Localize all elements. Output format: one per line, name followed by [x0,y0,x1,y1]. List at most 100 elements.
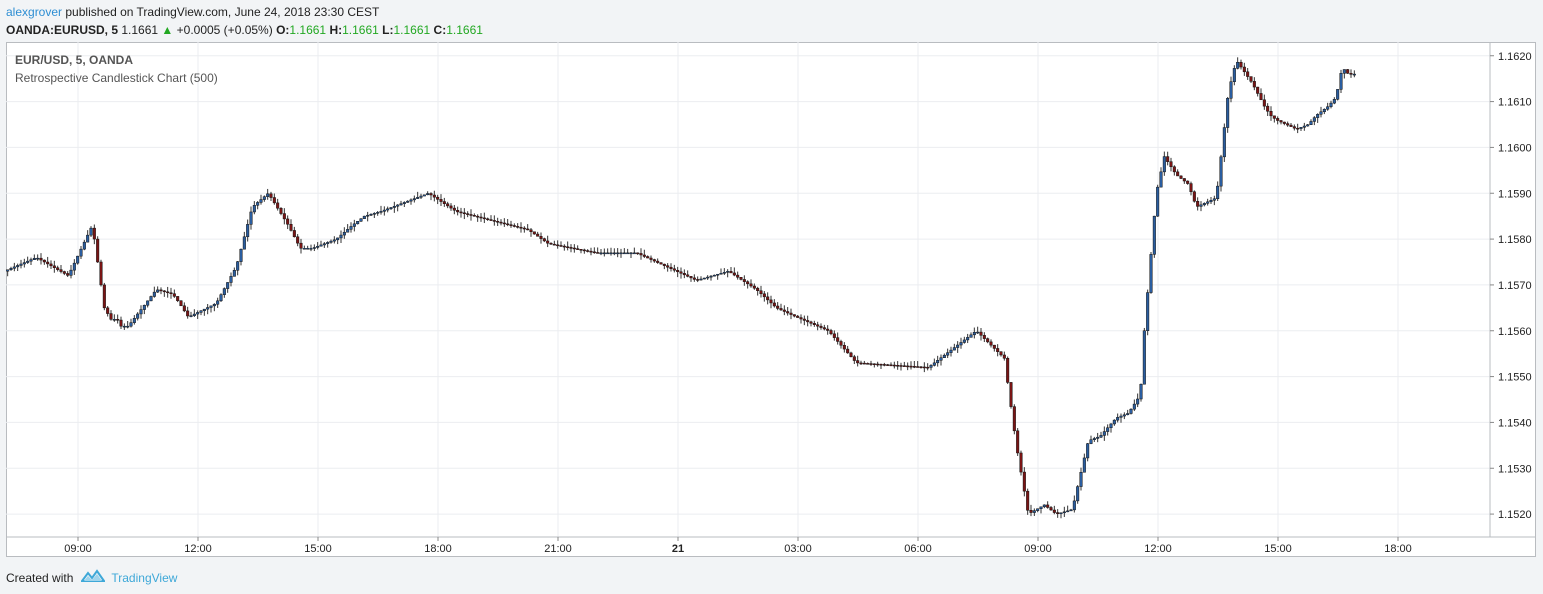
tradingview-logo-icon[interactable] [80,569,107,586]
candle-body-down [576,248,580,250]
candle-body-up [239,248,243,262]
candle-body-down [822,327,826,330]
candle-body-up [349,226,353,230]
candle-body-down [749,283,753,287]
candle-body-down [736,274,740,278]
y-tick-label: 1.1550 [1498,372,1532,384]
candle-body-down [819,325,823,328]
candle-body-up [329,240,333,243]
candle-body-down [1006,358,1010,383]
candle-body-down [1169,161,1173,168]
candle-body-up [216,300,220,305]
candle-body-up [1072,500,1076,511]
candle-body-down [506,223,510,226]
y-tick-label: 1.1620 [1498,51,1532,63]
candle-body-down [432,194,436,198]
candle-body-up [1079,472,1083,487]
candle-body-down [672,268,676,271]
candle-body-down [1286,123,1290,126]
created-with-text: Created with [6,570,74,585]
candle-body-down [909,365,913,368]
candle-body-down [732,272,736,276]
candle-body-up [962,339,966,343]
x-tick-label: 03:00 [784,543,812,555]
candle-body-up [9,268,13,270]
candle-body-down [1026,490,1030,511]
candle-body-down [772,302,776,307]
candle-body-down [826,328,830,331]
candle-body-up [312,247,316,249]
candle-body-down [46,261,50,265]
candle-body-down [579,249,583,251]
candle-body-up [256,202,260,206]
candle-body-down [1016,430,1020,454]
candle-body-down [789,312,793,315]
candle-body-up [209,305,213,308]
candle-body-down [1012,406,1016,432]
candle-body-down [182,305,186,312]
tradingview-brand[interactable]: TradingView [111,570,178,585]
candle-body-down [549,242,553,245]
y-tick-label: 1.1610 [1498,97,1532,109]
candle-body-down [522,227,526,230]
candle-body-up [156,289,160,293]
candle-body-up [32,258,36,260]
candle-body-down [1266,105,1270,112]
candle-body-up [1132,403,1136,410]
candle-body-down [489,219,493,221]
candle-body-down [456,210,460,213]
candle-body-down [922,366,926,369]
candle-body-down [769,299,773,304]
candle-body-down [1046,504,1050,508]
candle-body-up [602,252,606,255]
published-text: published on TradingView.com, June 24, 2… [65,5,380,19]
candlestick-chart[interactable]: 1.1520 1.1530 1.1540 1.1550 1.1560 1.1570 1.15… [6,42,1536,557]
candle-body-up [249,211,253,225]
candle-body-up [332,239,336,242]
candle-body-up [1039,506,1043,509]
candle-body-up [136,313,140,319]
candle-body-up [199,310,203,313]
candle-body-down [119,319,123,327]
change-up-icon: ▲ [161,23,174,37]
candle-body-down [846,348,850,354]
candle-body-down [292,230,296,238]
candle-body-down [169,292,173,294]
candle-body-up [69,269,73,276]
candle-body-down [269,193,273,198]
candle-body-up [1322,108,1326,113]
candle-body-up [712,274,716,277]
candle-body-down [49,263,53,267]
candle-body-up [386,208,390,211]
candle-body-up [1216,185,1220,200]
candle-body-up [716,273,720,276]
candle-body-down [166,291,170,294]
candle-body-down [1019,452,1023,473]
author-link[interactable]: alexgrover [6,5,63,19]
candle-body-down [762,293,766,298]
candle-body-down [739,277,743,280]
candle-body-down [39,257,43,261]
x-tick-label: 21:00 [544,543,572,555]
open-value: 1.1661 [289,23,327,37]
candle-body-down [492,220,496,222]
candle-body-up [1099,435,1103,438]
candle-body-up [1329,102,1333,107]
candle-body-down [876,363,880,366]
candle-body-up [726,271,730,273]
candle-body-down [179,300,183,307]
candle-body-up [376,212,380,214]
candle-body-down [1002,354,1006,359]
candle-body-up [952,347,956,351]
candle-body-up [126,325,130,328]
candle-body-up [266,193,270,197]
candle-body-down [996,348,1000,352]
candle-body-down [452,207,456,211]
candle-body-down [66,273,70,276]
candle-body-up [399,203,403,206]
candle-body-down [1246,71,1250,77]
candle-body-up [612,252,616,255]
candle-body-up [1089,439,1093,444]
candle-body-down [272,197,276,204]
low-label: L: [382,23,394,37]
